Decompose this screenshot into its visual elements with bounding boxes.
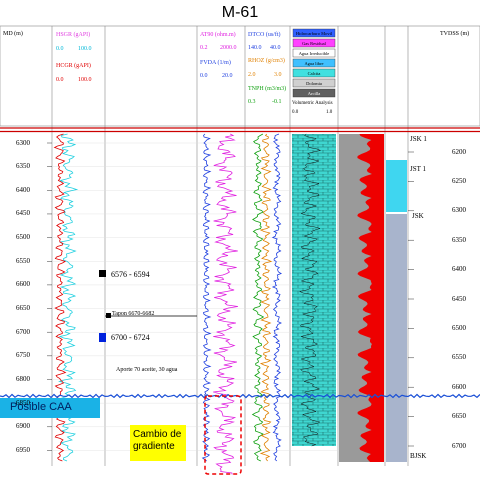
perforation-label: 6700 - 6724 [111, 333, 150, 342]
marker-label: JST 1 [410, 165, 427, 173]
gradient-label: Cambio de gradiente [133, 429, 182, 452]
legend-label: Arcilla [308, 91, 321, 96]
perforation-mark [99, 270, 106, 277]
tvdss-tick-label: 6400 [452, 265, 466, 274]
log-curve [251, 133, 265, 462]
production-note: Aporte 70 aceite, 30 agua [116, 367, 178, 373]
lithology-legend: Hidrocarburo Movil Gas Residual Agua Irred… [292, 28, 336, 98]
column-separators [51, 26, 409, 466]
plug-label: Tapon 6670-6682 [112, 311, 155, 317]
legend-label: Dolomia [306, 81, 322, 86]
curve-name: DTCO (us/ft) [248, 32, 281, 38]
legend-label: Hidrocarburo Movil [296, 31, 333, 36]
md-tick-label: 6650 [16, 304, 30, 313]
log-curve [201, 133, 212, 462]
legend-swatch [292, 28, 336, 38]
scale-min: 140.0 [248, 45, 262, 51]
log-curve [213, 133, 238, 475]
legend-label: Agua libre [304, 61, 323, 66]
md-tick-label: 6400 [16, 185, 30, 194]
md-tick-label: 6800 [16, 375, 30, 383]
tvdss-tick-label: 6200 [452, 147, 466, 156]
md-tick-label: 6350 [16, 162, 30, 171]
scale-max: 3.0 [274, 72, 282, 78]
tvdss-tick-label: 6300 [452, 206, 466, 215]
log-curve [259, 133, 273, 462]
curve-name: TNPH (m3/m3) [248, 86, 287, 92]
tvdss-tick-label: 6450 [452, 294, 466, 303]
tvdss-tick-label: 6650 [452, 412, 466, 421]
curve-name: RHOZ (g/cm3) [248, 58, 285, 64]
md-tick-label: 6300 [16, 138, 30, 147]
scale-min: 2.0 [248, 72, 256, 78]
tvdss-tick-label: 6350 [452, 235, 466, 244]
scale-min: 0.0 [56, 77, 64, 83]
log-curve [271, 133, 283, 462]
zone-fill [386, 214, 407, 462]
scale-min: 0.0 [56, 46, 64, 52]
header-box [0, 25, 480, 127]
md-tick-label: 6550 [16, 256, 30, 265]
marker-label: JSK 1 [410, 135, 427, 143]
md-tick-label: 6700 [16, 327, 30, 336]
scale-max: 100.0 [78, 77, 92, 83]
md-tick-label: 6750 [16, 351, 30, 360]
log-curve [298, 133, 322, 447]
md-tick-label: 6950 [16, 445, 30, 454]
md-tick-label: 6500 [16, 233, 30, 242]
tvdss-tick-label: 6700 [452, 441, 466, 450]
legend-label: Calcita [308, 71, 321, 76]
legend-swatch [292, 68, 336, 78]
legend-swatch [292, 78, 336, 88]
marker-label: BJSK [410, 452, 427, 460]
md-tick-label: 6450 [16, 209, 30, 218]
scale-min: 0.0 [200, 73, 208, 79]
scale-max: 20.0 [222, 73, 233, 79]
zone-fill [386, 160, 407, 212]
tvdss-tick-label: 6550 [452, 353, 466, 362]
caa-box [0, 398, 100, 418]
marker-label: JSK [412, 212, 424, 220]
gradient-box [130, 425, 186, 461]
scale-min: 0.3 [248, 99, 256, 105]
scale-max: -0.1 [272, 99, 282, 105]
curve-name: FVDA (1/m) [200, 60, 231, 66]
scale-max: 40.0 [270, 45, 281, 51]
volumetric-area [357, 134, 384, 462]
curve-name: HSGR (gAPI) [56, 32, 91, 38]
legend-swatch [292, 38, 336, 48]
tvdss-label: TVDSS (m) [440, 31, 470, 37]
legend-label: Agua Irreducible [299, 51, 330, 56]
curve-name: AT90 (ohm.m) [200, 32, 236, 38]
md-tick-label: 6600 [16, 280, 30, 289]
title: M-61 [221, 4, 259, 21]
volumetric-name: Volumetric Analysis [292, 101, 333, 106]
legend-label: Gas Residual [302, 41, 327, 46]
legend-swatch [292, 88, 336, 98]
highlight-box [204, 395, 242, 475]
caa-label: Posible CAA [10, 401, 72, 413]
tvdss-tick-label: 6600 [452, 382, 466, 391]
md-label: MD (m) [3, 31, 23, 37]
tvdss-tick-label: 6250 [452, 176, 466, 185]
scale-max: 1.0 [326, 110, 333, 115]
md-tick-label: 6900 [16, 422, 30, 431]
perforation-label: 6576 - 6594 [111, 270, 150, 279]
legend-swatch [292, 48, 336, 58]
lithology-fill [292, 134, 336, 446]
plug-mark [106, 313, 111, 318]
legend-swatch [292, 58, 336, 68]
curve-name: HCGR (gAPI) [56, 63, 91, 69]
scale-max: 2000.0 [220, 45, 237, 51]
scale-min: 0.0 [292, 110, 299, 115]
scale-max: 100.0 [78, 46, 92, 52]
contact-line [0, 393, 480, 399]
scale-min: 0.2 [200, 45, 208, 51]
perforation-mark [99, 333, 106, 342]
md-tick-label: 6850 [16, 398, 30, 407]
tvdss-tick-label: 6500 [452, 323, 466, 332]
